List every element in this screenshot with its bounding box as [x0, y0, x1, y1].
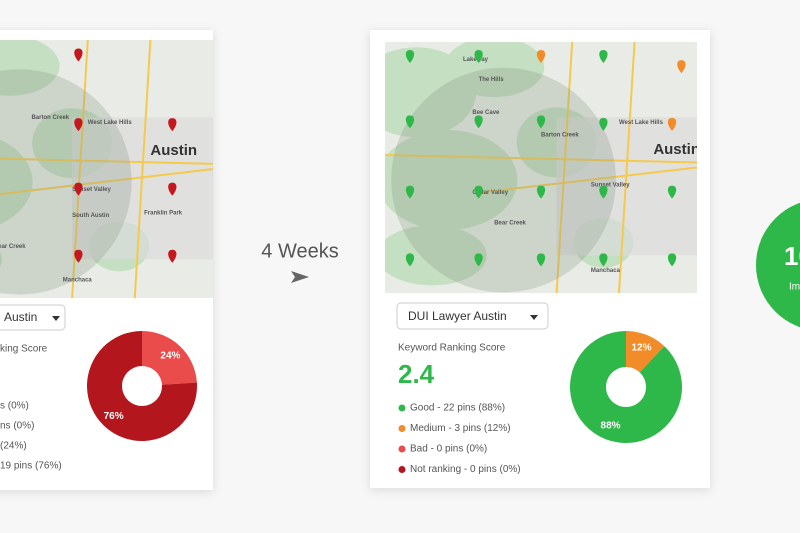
map-pin	[168, 118, 177, 132]
map-city-label: Austin	[653, 141, 700, 158]
legend-entry: s (0%)	[0, 401, 29, 412]
map-label: Barton Creek	[541, 132, 579, 138]
map-pin	[667, 117, 677, 131]
map-pin	[599, 185, 608, 199]
map-pin	[405, 253, 415, 267]
donut-segment	[142, 331, 197, 385]
map-park	[0, 251, 2, 268]
legend-entry: Not ranking - 0 pins (0%)	[410, 464, 521, 475]
donut-label: 76%	[104, 411, 124, 422]
map-pin	[168, 182, 177, 196]
map-label: Lakeway	[463, 57, 489, 63]
legend-entry: (24%)	[0, 441, 27, 452]
badge-label: Im	[789, 282, 800, 293]
map-road	[478, 166, 697, 194]
map-label: Bear Creek	[494, 220, 526, 226]
legend-entry: ns (0%)	[0, 421, 34, 432]
map-pin	[474, 50, 483, 64]
legend-pin	[398, 466, 406, 473]
map-pin	[74, 249, 83, 263]
legend-entry: Bad - 0 pins (0%)	[410, 444, 487, 455]
keyword-dropdown[interactable]	[0, 304, 66, 331]
map-label: West Lake Hills	[88, 120, 133, 126]
dropdown-caret	[52, 316, 60, 321]
keyword: Austin	[4, 310, 37, 324]
legend-entry: 19 pins (76%)	[0, 461, 62, 472]
donut-label: 24%	[160, 350, 180, 361]
legend-pin	[398, 425, 406, 432]
map-pin	[474, 185, 483, 199]
keyword: DUI Lawyer Austin	[408, 309, 507, 323]
map-pin	[677, 60, 686, 74]
keyword-dropdown[interactable]	[396, 302, 549, 330]
map-label: Sunset Valley	[591, 183, 630, 189]
map-park	[385, 225, 487, 286]
map-label: Barton Creek	[31, 115, 69, 121]
map-label: Bee Cave	[472, 110, 500, 116]
map-pin	[599, 117, 608, 131]
donut-segment	[87, 331, 197, 441]
dropdown-caret	[530, 315, 538, 320]
map-pin	[405, 185, 415, 199]
map-label: West Lake Hills	[619, 120, 664, 126]
map-park	[444, 42, 545, 98]
map-pin	[536, 115, 546, 129]
badge-value: 10	[784, 241, 800, 271]
map-pin	[536, 185, 546, 199]
score: 2.4	[398, 359, 435, 389]
map-pin	[536, 50, 546, 64]
map-pin	[74, 182, 83, 196]
donut-label: 88%	[601, 421, 621, 432]
map-pin	[405, 50, 415, 64]
map-urban	[72, 117, 213, 260]
arrow	[291, 271, 309, 283]
map-road	[555, 42, 574, 293]
map-park	[0, 139, 33, 225]
map-city-label: Austin	[150, 142, 197, 159]
map-radius	[391, 67, 616, 293]
map-label: Manchaca	[63, 278, 93, 284]
donut-segment	[570, 331, 682, 444]
map-pin	[405, 115, 415, 129]
badge	[756, 202, 800, 328]
map: Austin Barton Creek Bee Cave West Lake Hill…	[385, 42, 700, 293]
map-pin	[74, 118, 83, 132]
legend-pin	[398, 445, 406, 453]
map-label: Cedar Valley	[472, 190, 508, 196]
map-pin	[599, 50, 608, 64]
map-pin	[74, 48, 83, 62]
map-label: Manchaca	[591, 268, 621, 274]
map-road	[0, 168, 213, 196]
map-radius	[0, 69, 132, 295]
map-label: Bear Creek	[0, 244, 26, 250]
map-label: Sunset Valley	[72, 187, 111, 193]
map-road	[133, 40, 152, 298]
transition-label: 4 Weeks	[261, 240, 338, 262]
map-label: South Austin	[72, 213, 109, 219]
map-pin	[474, 115, 483, 129]
map-label: The Hills	[479, 77, 505, 83]
map-road	[618, 42, 636, 293]
map-label: Franklin Park	[144, 210, 183, 216]
legend-pin	[398, 404, 406, 412]
legend-entry: Medium - 3 pins (12%)	[410, 423, 511, 434]
map-pin	[474, 253, 483, 267]
map-pin	[667, 253, 677, 267]
map-road	[0, 157, 213, 165]
map-pin	[667, 185, 677, 199]
map-pin	[599, 253, 608, 267]
map-park	[0, 40, 60, 96]
score-label: king Score	[0, 344, 48, 355]
map-pin	[536, 253, 546, 267]
donut-segment	[626, 331, 665, 373]
score-label: Keyword Ranking Score	[398, 343, 506, 354]
legend-entry: Good - 22 pins (88%)	[410, 403, 505, 414]
map-pin	[168, 249, 177, 263]
map-road	[385, 153, 697, 164]
donut-label: 12%	[631, 343, 651, 354]
